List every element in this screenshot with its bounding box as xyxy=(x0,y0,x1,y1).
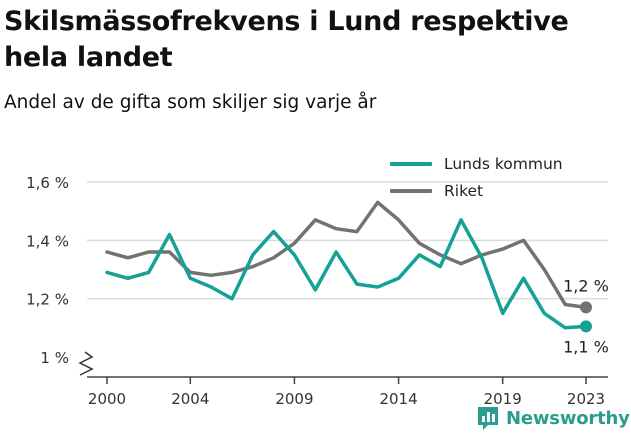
y-tick-label: 1,6 % xyxy=(26,174,69,192)
chart-title: Skilsmässofrekvens i Lund respektive hel… xyxy=(4,6,569,73)
x-tick-label: 2023 xyxy=(567,390,605,408)
x-tick-label: 2019 xyxy=(484,390,522,408)
y-tick-label: 1 % xyxy=(40,349,69,367)
y-tick-label: 1,2 % xyxy=(26,291,69,309)
x-tick-label: 2009 xyxy=(275,390,313,408)
x-tick-label: 2000 xyxy=(88,390,126,408)
legend-label-riket: Riket xyxy=(444,181,484,200)
end-point-marker xyxy=(580,301,592,314)
chart-subtitle: Andel av de gifta som skiljer sig varje … xyxy=(4,92,377,113)
series-line-lund xyxy=(105,218,588,330)
newsworthy-logo-icon xyxy=(478,407,498,430)
legend-item-lund[interactable]: Lunds kommun xyxy=(390,150,600,177)
legend-swatch-lund xyxy=(390,161,432,166)
legend-item-riket[interactable]: Riket xyxy=(390,177,600,204)
end-value-label: 1,2 % xyxy=(563,276,609,295)
newsworthy-brand[interactable]: Newsworthy xyxy=(476,405,630,431)
chart-legend: Lunds kommun Riket xyxy=(390,150,600,204)
end-point-marker xyxy=(580,320,592,333)
x-tick-label: 2004 xyxy=(171,390,209,408)
x-tick-label: 2014 xyxy=(379,390,417,408)
brand-name: Newsworthy xyxy=(506,407,630,429)
legend-label-lund: Lunds kommun xyxy=(444,154,563,173)
y-tick-label: 1,4 % xyxy=(26,232,69,250)
end-value-label: 1,1 % xyxy=(563,337,609,356)
legend-swatch-riket xyxy=(390,188,432,193)
axis-break-icon xyxy=(78,351,94,376)
